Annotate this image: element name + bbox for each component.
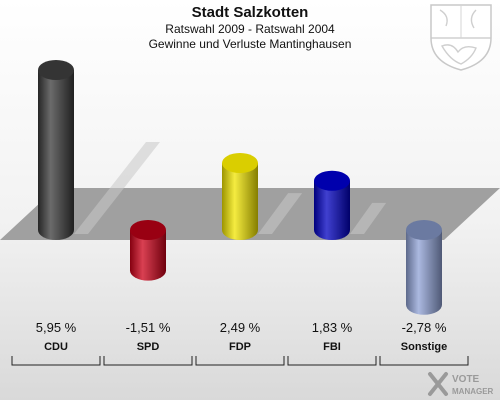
bar-top-cap — [130, 220, 166, 240]
logo-line1: VOTE — [452, 374, 480, 385]
category-label: FDP — [229, 341, 251, 353]
bar-body — [406, 230, 442, 305]
category-label: Sonstige — [401, 341, 447, 353]
value-label: 5,95 % — [36, 320, 77, 335]
bar-shadow — [258, 193, 303, 234]
chart-subtitle: Ratswahl 2009 - Ratswahl 2004 — [165, 22, 335, 36]
bar-bottom-cap — [130, 260, 166, 281]
bar-bottom-cap — [222, 220, 258, 240]
bar-bottom-cap — [38, 220, 74, 240]
bar-top-cap — [406, 220, 442, 240]
bar-top-cap — [222, 153, 258, 174]
value-label: -1,51 % — [126, 320, 171, 335]
bar-cdu — [38, 60, 74, 240]
category-bracket — [195, 356, 285, 366]
category-bracket — [287, 356, 377, 366]
value-label: -2,78 % — [402, 320, 447, 335]
category-bracket — [379, 356, 469, 366]
category-bracket — [11, 356, 101, 366]
category-bracket — [103, 356, 193, 366]
bar-body — [38, 70, 74, 230]
chart-title: Stadt Salzkotten — [191, 4, 309, 21]
bar-sonstige — [406, 220, 442, 315]
bar-shadow — [74, 142, 160, 234]
bar-fbi — [314, 170, 350, 240]
value-label: 2,49 % — [220, 320, 261, 335]
bar-top-cap — [314, 170, 350, 191]
bar-bottom-cap — [314, 220, 350, 240]
bar-bottom-cap — [406, 294, 442, 315]
coat-of-arms-icon — [430, 4, 492, 71]
bar-top-cap — [38, 60, 74, 80]
logo-line2: MANAGER — [452, 387, 494, 396]
category-label: FBI — [323, 341, 341, 353]
chart-caption: Gewinne und Verluste Mantinghausen — [148, 37, 352, 51]
bar-shadow — [350, 202, 387, 234]
bar-body — [222, 163, 258, 230]
bar-spd — [130, 220, 166, 281]
votemanager-logo: VOTE MANAGER — [428, 372, 494, 396]
bar-fdp — [222, 153, 258, 240]
category-label: CDU — [44, 341, 68, 353]
value-label: 1,83 % — [312, 320, 353, 335]
category-label: SPD — [137, 341, 160, 353]
